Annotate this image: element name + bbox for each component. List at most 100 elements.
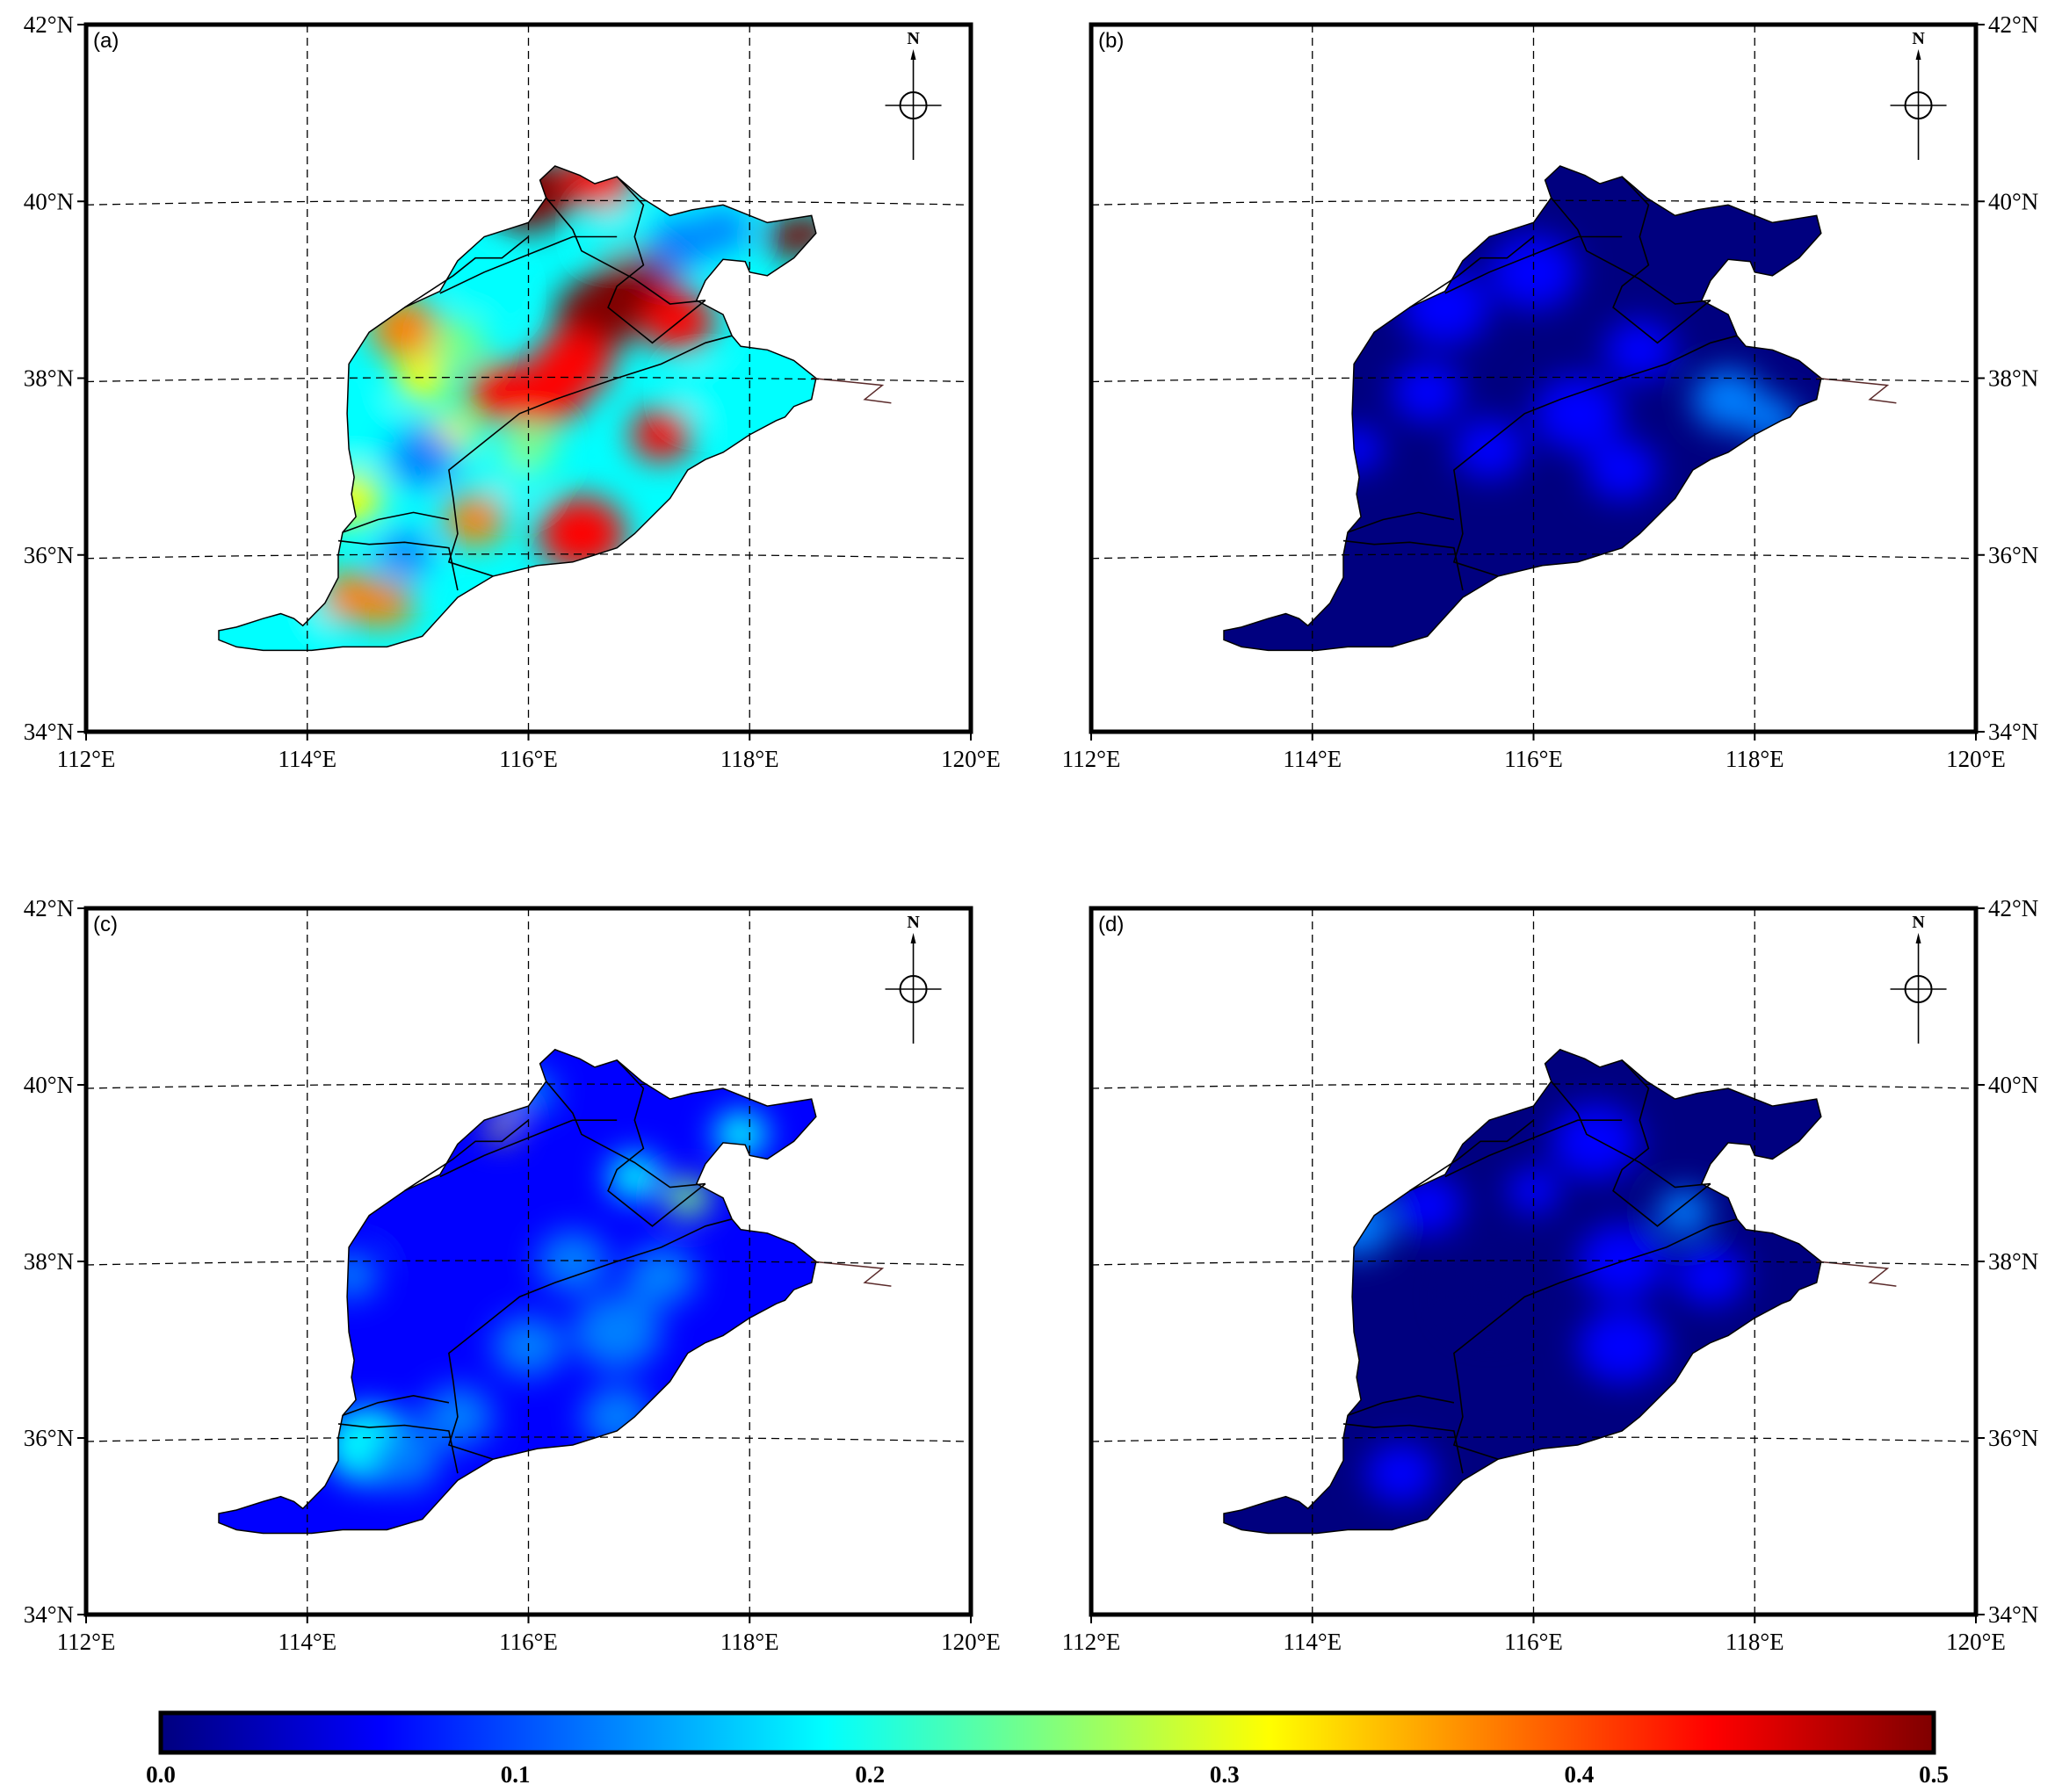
province-border bbox=[545, 197, 705, 305]
heat-blob bbox=[387, 1196, 458, 1257]
colorbar: 0.0 0.1 0.2 0.3 0.4 0.5 bbox=[146, 1710, 1949, 1788]
heat-blob bbox=[320, 472, 383, 525]
y-tick-label: 38°N bbox=[24, 1248, 74, 1275]
y-tick-label: 36°N bbox=[1988, 1425, 2038, 1451]
coastline bbox=[1816, 377, 1897, 404]
y-tick-label: 34°N bbox=[1988, 719, 2038, 745]
map-panel-c: (c) 112°E 114°E 116°E 118°E 120°E 34°N 36°N 38°N… bbox=[24, 895, 1001, 1655]
panel-label: (a) bbox=[93, 29, 119, 53]
heat-blob bbox=[1675, 1245, 1747, 1306]
north-label: N bbox=[907, 29, 920, 48]
region-outline bbox=[218, 165, 817, 652]
y-tick-label: 42°N bbox=[1988, 895, 2038, 921]
colorbar-tick-label: 0.0 bbox=[146, 1761, 176, 1788]
region-outline bbox=[218, 1048, 817, 1535]
x-tick-label: 114°E bbox=[1283, 1629, 1342, 1655]
heat-blob bbox=[1604, 320, 1675, 380]
parallel-gridline bbox=[1090, 1260, 1977, 1266]
parallel-gridline bbox=[1090, 1436, 1977, 1442]
heat-blob bbox=[1586, 439, 1658, 501]
y-tick-label: 38°N bbox=[24, 365, 74, 392]
x-tick-label: 116°E bbox=[499, 1629, 558, 1655]
heat-blob bbox=[333, 404, 405, 466]
north-arrow-compass-icon: N bbox=[1890, 913, 1947, 1044]
heat-blob bbox=[369, 1428, 440, 1490]
heat-blob bbox=[608, 1153, 662, 1200]
y-tick-label: 34°N bbox=[24, 719, 74, 745]
x-tick-label: 112°E bbox=[57, 1629, 116, 1655]
y-tick-label: 34°N bbox=[1988, 1601, 2038, 1628]
x-tick-label: 112°E bbox=[57, 746, 116, 772]
y-tick-label: 40°N bbox=[24, 1072, 74, 1098]
x-tick-label: 114°E bbox=[278, 746, 336, 772]
heat-blob bbox=[444, 493, 507, 546]
heat-blob bbox=[1453, 418, 1525, 480]
parallel-gridline bbox=[85, 1260, 972, 1266]
province-border bbox=[1612, 176, 1711, 344]
panel-label: (c) bbox=[93, 913, 118, 936]
x-tick-label: 114°E bbox=[278, 1629, 336, 1655]
y-tick-label: 36°N bbox=[24, 1425, 74, 1451]
parallel-gridline bbox=[1090, 376, 1977, 383]
parallel-gridline bbox=[85, 553, 972, 560]
y-tick-label: 42°N bbox=[1988, 11, 2038, 38]
province-border bbox=[337, 539, 459, 591]
heat-blob bbox=[1392, 362, 1463, 423]
x-tick-label: 116°E bbox=[499, 746, 558, 772]
colorbar-tick-label: 0.1 bbox=[501, 1761, 531, 1788]
province-border bbox=[1409, 1119, 1534, 1192]
heat-blob bbox=[1657, 1189, 1711, 1235]
province-border bbox=[1452, 335, 1738, 577]
x-tick-label: 112°E bbox=[1062, 1629, 1121, 1655]
parallel-gridline bbox=[85, 376, 972, 383]
x-tick-label: 118°E bbox=[1726, 1629, 1784, 1655]
north-label: N bbox=[907, 913, 920, 932]
north-label: N bbox=[1912, 913, 1925, 932]
province-border bbox=[447, 1218, 733, 1460]
heat-blob bbox=[467, 362, 538, 423]
province-border bbox=[1347, 1394, 1455, 1417]
heat-blob bbox=[713, 1111, 768, 1157]
province-border bbox=[1342, 1423, 1464, 1474]
panel-label: (b) bbox=[1098, 29, 1124, 53]
heat-blob bbox=[387, 425, 458, 487]
y-tick-label: 40°N bbox=[1988, 188, 2038, 214]
heat-blob bbox=[395, 355, 449, 401]
province-border bbox=[545, 1080, 705, 1189]
heat-blob bbox=[572, 1294, 662, 1370]
map-panel-b: (b) 112°E 114°E 116°E 118°E 120°E34°N 36°N 38°N… bbox=[1062, 11, 2039, 772]
heat-blob bbox=[488, 1116, 516, 1139]
province-border bbox=[1612, 1059, 1711, 1227]
colorbar-tick-label: 0.5 bbox=[1919, 1761, 1949, 1788]
parallel-gridline bbox=[85, 1436, 972, 1442]
heat-blob bbox=[1365, 1442, 1436, 1504]
x-tick-label: 120°E bbox=[1946, 1629, 2006, 1655]
y-tick-label: 40°N bbox=[24, 188, 74, 214]
map-panel-a: (a) 112°E 114°E 116°E 118°E 120°E 34°N 36°N 38°N… bbox=[24, 11, 1001, 772]
heat-blob bbox=[1551, 1103, 1640, 1180]
heat-blob bbox=[630, 408, 692, 461]
heat-blob bbox=[696, 206, 750, 253]
colorbar-tick-label: 0.4 bbox=[1565, 1761, 1595, 1788]
north-label: N bbox=[1912, 29, 1925, 48]
colorbar-tick-label: 0.2 bbox=[855, 1761, 885, 1788]
province-border bbox=[1452, 1218, 1738, 1460]
province-border bbox=[1342, 539, 1464, 591]
parallel-gridline bbox=[1090, 553, 1977, 560]
province-border bbox=[404, 1119, 529, 1192]
coastline bbox=[811, 1261, 892, 1287]
heat-blob bbox=[1489, 234, 1578, 310]
heat-blob bbox=[590, 206, 644, 253]
heat-blob bbox=[678, 369, 733, 415]
province-border bbox=[342, 511, 450, 533]
heat-blob bbox=[1444, 1259, 1534, 1334]
y-tick-label: 38°N bbox=[1988, 1248, 2038, 1275]
x-tick-label: 112°E bbox=[1062, 746, 1121, 772]
heat-blob bbox=[1533, 375, 1623, 452]
heat-blob bbox=[648, 217, 710, 271]
heat-blob bbox=[1692, 369, 1764, 430]
colorbar-tick-label: 0.3 bbox=[1210, 1761, 1240, 1788]
y-tick-label: 34°N bbox=[24, 1601, 74, 1628]
heat-blob bbox=[430, 320, 485, 365]
y-tick-label: 42°N bbox=[24, 895, 74, 921]
